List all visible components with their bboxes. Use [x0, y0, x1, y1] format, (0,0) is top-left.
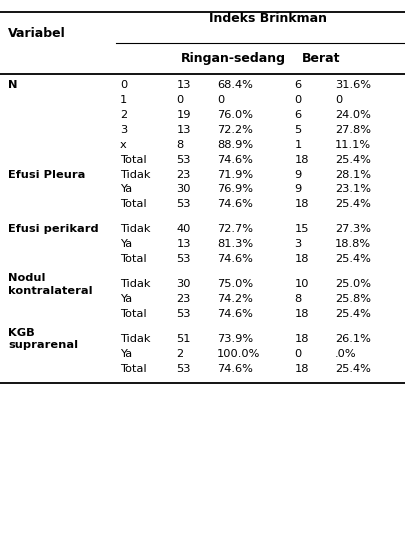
Text: 31.6%: 31.6% [334, 80, 370, 90]
Text: 2: 2 [119, 110, 127, 120]
Text: N: N [8, 80, 17, 90]
Text: 74.6%: 74.6% [217, 155, 252, 165]
Text: Tidak: Tidak [119, 334, 150, 344]
Text: 25.4%: 25.4% [334, 254, 370, 264]
Text: 74.2%: 74.2% [217, 294, 252, 304]
Text: 23: 23 [176, 170, 190, 180]
Text: 0: 0 [334, 95, 341, 105]
Text: 0: 0 [294, 95, 301, 105]
Text: 18: 18 [294, 155, 308, 165]
Text: Total: Total [119, 364, 146, 374]
Text: Total: Total [119, 254, 146, 264]
Text: 9: 9 [294, 185, 301, 195]
Text: 18: 18 [294, 199, 308, 209]
Text: Ya: Ya [119, 349, 132, 359]
Text: 3: 3 [119, 124, 127, 134]
Text: 19: 19 [176, 110, 191, 120]
Text: 18: 18 [294, 334, 308, 344]
Text: 53: 53 [176, 199, 191, 209]
Text: 25.0%: 25.0% [334, 280, 370, 290]
Text: x: x [119, 140, 126, 150]
Text: 74.6%: 74.6% [217, 199, 252, 209]
Text: 8: 8 [294, 294, 301, 304]
Text: 2: 2 [176, 349, 183, 359]
Text: 81.3%: 81.3% [217, 239, 253, 249]
Text: Total: Total [119, 199, 146, 209]
Text: Ya: Ya [119, 294, 132, 304]
Text: 76.0%: 76.0% [217, 110, 253, 120]
Text: Ya: Ya [119, 239, 132, 249]
Text: 3: 3 [294, 239, 301, 249]
Text: 18.8%: 18.8% [334, 239, 370, 249]
Text: 27.8%: 27.8% [334, 124, 370, 134]
Text: 5: 5 [294, 124, 301, 134]
Text: 1: 1 [294, 140, 301, 150]
Text: KGB
suprarenal: KGB suprarenal [8, 328, 78, 350]
Text: 74.6%: 74.6% [217, 364, 252, 374]
Text: 1: 1 [119, 95, 127, 105]
Text: Tidak: Tidak [119, 224, 150, 234]
Text: Indeks Brinkman: Indeks Brinkman [209, 12, 326, 25]
Text: 8: 8 [176, 140, 183, 150]
Text: 0: 0 [294, 349, 301, 359]
Text: 13: 13 [176, 239, 191, 249]
Text: 25.4%: 25.4% [334, 309, 370, 319]
Text: 0: 0 [119, 80, 127, 90]
Text: 53: 53 [176, 155, 191, 165]
Text: 71.9%: 71.9% [217, 170, 253, 180]
Text: 30: 30 [176, 185, 191, 195]
Text: 53: 53 [176, 254, 191, 264]
Text: 9: 9 [294, 170, 301, 180]
Text: 25.4%: 25.4% [334, 199, 370, 209]
Text: 30: 30 [176, 280, 191, 290]
Text: 76.9%: 76.9% [217, 185, 253, 195]
Text: 13: 13 [176, 124, 191, 134]
Text: Tidak: Tidak [119, 280, 150, 290]
Text: 23: 23 [176, 294, 190, 304]
Text: 25.4%: 25.4% [334, 364, 370, 374]
Text: 11.1%: 11.1% [334, 140, 370, 150]
Text: 23.1%: 23.1% [334, 185, 370, 195]
Text: 51: 51 [176, 334, 191, 344]
Text: 0: 0 [176, 95, 183, 105]
Text: 18: 18 [294, 309, 308, 319]
Text: Efusi perikard: Efusi perikard [8, 224, 98, 234]
Text: Tidak: Tidak [119, 170, 150, 180]
Text: 10: 10 [294, 280, 308, 290]
Text: 25.4%: 25.4% [334, 155, 370, 165]
Text: 74.6%: 74.6% [217, 254, 252, 264]
Text: Berat: Berat [301, 52, 339, 65]
Text: Ringan-sedang: Ringan-sedang [181, 52, 285, 65]
Text: 88.9%: 88.9% [217, 140, 253, 150]
Text: 75.0%: 75.0% [217, 280, 253, 290]
Text: 40: 40 [176, 224, 190, 234]
Text: 24.0%: 24.0% [334, 110, 370, 120]
Text: Nodul
kontralateral: Nodul kontralateral [8, 273, 92, 296]
Text: Total: Total [119, 309, 146, 319]
Text: 72.7%: 72.7% [217, 224, 253, 234]
Text: 15: 15 [294, 224, 308, 234]
Text: 18: 18 [294, 364, 308, 374]
Text: .0%: .0% [334, 349, 356, 359]
Text: Efusi Pleura: Efusi Pleura [8, 170, 85, 180]
Text: 28.1%: 28.1% [334, 170, 370, 180]
Text: 0: 0 [217, 95, 224, 105]
Text: 6: 6 [294, 110, 301, 120]
Text: 73.9%: 73.9% [217, 334, 253, 344]
Text: 100.0%: 100.0% [217, 349, 260, 359]
Text: Variabel: Variabel [8, 27, 66, 40]
Text: 74.6%: 74.6% [217, 309, 252, 319]
Text: 13: 13 [176, 80, 191, 90]
Text: Total: Total [119, 155, 146, 165]
Text: 27.3%: 27.3% [334, 224, 370, 234]
Text: 72.2%: 72.2% [217, 124, 252, 134]
Text: 18: 18 [294, 254, 308, 264]
Text: 68.4%: 68.4% [217, 80, 252, 90]
Text: Ya: Ya [119, 185, 132, 195]
Text: 26.1%: 26.1% [334, 334, 370, 344]
Text: 6: 6 [294, 80, 301, 90]
Text: 53: 53 [176, 309, 191, 319]
Text: 53: 53 [176, 364, 191, 374]
Text: 25.8%: 25.8% [334, 294, 370, 304]
